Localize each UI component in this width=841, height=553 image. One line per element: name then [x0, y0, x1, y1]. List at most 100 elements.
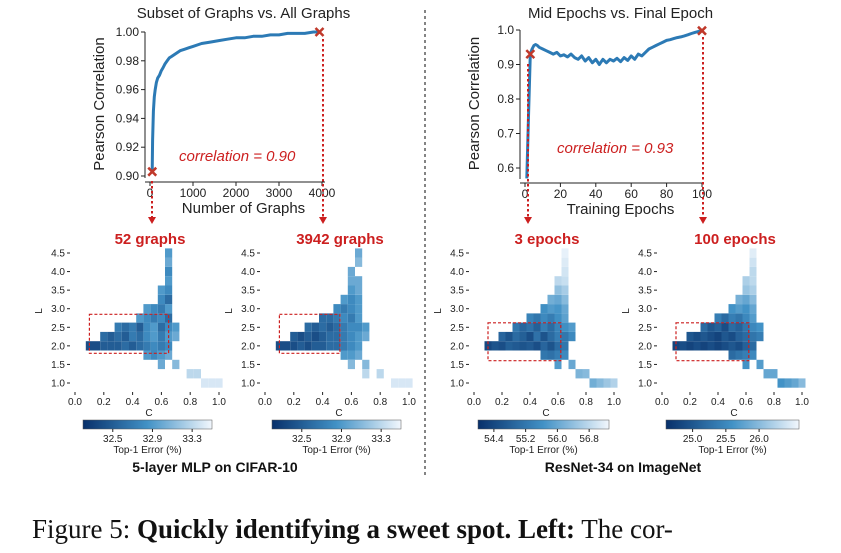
x-tick-label: 0.4 [523, 397, 537, 408]
x-tick-label: 0.0 [655, 397, 669, 408]
heatmap-cell [326, 331, 334, 342]
heatmap-cell [107, 341, 115, 351]
heatmap-3942-graphs: 3942 graphs 1.0 1.5 2.0 2.5 3.0 3.5 4.0 4.5 0.0 0.… [224, 231, 416, 456]
colorbar-tick-label: 33.3 [182, 434, 202, 445]
heatmap-cell [728, 331, 736, 342]
heatmap-cell [714, 331, 722, 342]
y-tick-label: 1.0 [241, 379, 255, 390]
x-tick-label: 0.6 [739, 397, 753, 408]
x-tick-label: 0.6 [154, 397, 168, 408]
heatmap-cell [136, 313, 144, 323]
y-tick-label: 2.0 [638, 341, 652, 352]
heatmap-cell [157, 341, 165, 351]
chart-title: Mid Epochs vs. Final Epoch [528, 5, 713, 22]
heatmap-cell [714, 341, 722, 351]
colorbar-tick-label: 56.8 [579, 434, 599, 445]
heatmap-cell [347, 294, 355, 305]
heatmap-cell [547, 294, 555, 305]
x-tick-label: 0.6 [551, 397, 565, 408]
heatmap-cell [129, 341, 137, 351]
y-tick-label: 1.0 [638, 379, 652, 390]
connector-arrowhead [699, 217, 707, 224]
y-axis-label: Pearson Correlation [91, 37, 108, 170]
heatmap-cell [568, 331, 576, 342]
x-tick-label: 0.8 [183, 397, 197, 408]
heatmap-cell [484, 341, 492, 351]
heatmap-cell [547, 313, 555, 323]
y-tick-label: 4.0 [51, 267, 65, 278]
heatmap-cell [561, 285, 569, 295]
y-tick-label: 0.96 [116, 83, 140, 97]
y-tick-label: 3.0 [51, 304, 65, 315]
y-tick-label: 4.5 [638, 249, 652, 260]
heatmap-cell [756, 359, 764, 370]
highlight-marker-start [147, 166, 158, 177]
sweet-spot-box [675, 322, 750, 362]
heatmap-cell [540, 322, 548, 332]
heatmap-cell [735, 322, 743, 332]
x-axis-label: C [335, 408, 342, 419]
heatmap-cell [568, 359, 576, 370]
heatmap-cell [561, 276, 569, 286]
heatmap-cell [340, 304, 348, 314]
heatmap-cell [93, 341, 101, 351]
heatmap-cell [157, 350, 165, 360]
caption-bold-left: Left: [518, 514, 575, 544]
heatmap-cell [582, 369, 590, 379]
heatmap-cell [721, 341, 729, 351]
y-tick-label: 1.0 [497, 23, 514, 37]
heatmap-cell [749, 266, 757, 277]
series-line [525, 29, 703, 179]
colorbar [82, 419, 213, 430]
heatmap-cell [121, 331, 129, 342]
y-tick-label: 0.98 [116, 54, 140, 68]
x-tick-label: 2000 [223, 186, 250, 200]
heatmap-cell [297, 331, 305, 342]
heatmap-cell [157, 313, 165, 323]
heatmap-cell [362, 359, 370, 370]
heatmap-cell [707, 341, 715, 351]
heatmap-cell [798, 378, 806, 388]
heatmap-cell [311, 322, 319, 332]
heatmap-cell [297, 341, 305, 351]
colorbar-tick-label: 32.9 [332, 434, 352, 445]
heatmap-cell [512, 331, 520, 342]
x-tick-label: 0.4 [126, 397, 140, 408]
heatmap-cell [700, 331, 708, 342]
x-tick-label: 0.2 [683, 397, 697, 408]
heatmap-cell [714, 313, 722, 323]
heatmap-cell [749, 313, 757, 323]
y-tick-label: 1.00 [116, 25, 140, 39]
heatmap-cell [201, 378, 209, 388]
heatmap-cell [554, 341, 562, 351]
heatmap-cell [143, 350, 151, 360]
correlation-annotation-right: correlation = 0.93 [557, 140, 674, 157]
heatmap-cell [742, 331, 750, 342]
heatmap-cell [735, 313, 743, 323]
heatmap-cell [742, 322, 750, 332]
heatmap-cell [172, 331, 180, 342]
heatmap-cell [554, 313, 562, 323]
heatmap-cell [707, 322, 715, 332]
heatmap-cell [735, 341, 743, 351]
heatmap-cell [519, 331, 527, 342]
heatmap-cell [157, 322, 165, 332]
heatmap-cell [362, 331, 370, 342]
heatmap-cell [143, 322, 151, 332]
heatmap-cell [540, 331, 548, 342]
x-tick-label: 40 [589, 187, 603, 201]
marker-connectors [148, 37, 707, 224]
heatmap-cell [355, 304, 363, 314]
heatmap-cell [333, 331, 341, 342]
y-tick-label: 1.5 [450, 360, 464, 371]
y-tick-label: 4.0 [450, 267, 464, 278]
heatmap-cell [700, 322, 708, 332]
heatmap-cell [735, 350, 743, 360]
y-tick-label: 3.0 [241, 304, 255, 315]
heatmap-cell [355, 276, 363, 286]
x-tick-label: 0.2 [287, 397, 301, 408]
colorbar-tick-label: 25.5 [716, 434, 736, 445]
y-tick-label: 1.5 [638, 360, 652, 371]
heatmap-cell [540, 350, 548, 360]
heatmap-cell [355, 341, 363, 351]
